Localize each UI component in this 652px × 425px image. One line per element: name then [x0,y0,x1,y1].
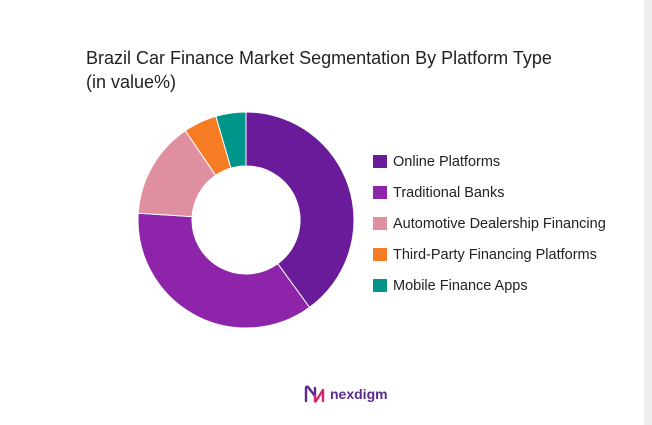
nexdigm-logo-icon [304,385,325,403]
brand-footer: nexdigm [304,384,388,404]
brand-name: nexdigm [330,386,388,402]
legend-item: Mobile Finance Apps [373,270,606,301]
legend-label: Mobile Finance Apps [393,277,528,294]
legend-item: Third-Party Financing Platforms [373,239,606,270]
donut-slice-traditional-banks [137,212,311,329]
legend-item: Online Platforms [373,146,606,177]
legend-swatch [373,186,387,199]
legend-swatch [373,155,387,168]
legend-item: Automotive Dealership Financing [373,208,606,239]
legend-swatch [373,279,387,292]
legend-label: Automotive Dealership Financing [393,215,606,232]
legend-item: Traditional Banks [373,177,606,208]
donut-slice-mobile-finance-apps [215,111,247,169]
chart-legend: Online Platforms Traditional Banks Automot… [373,146,606,301]
legend-label: Online Platforms [393,153,501,170]
chart-title: Brazil Car Finance Market Segmentation B… [86,48,552,92]
legend-swatch [373,248,387,261]
legend-label: Traditional Banks [393,184,505,201]
page-edge [644,0,652,425]
legend-swatch [373,217,387,230]
donut-slice-online-platforms [245,111,355,309]
legend-label: Third-Party Financing Platforms [393,246,597,263]
